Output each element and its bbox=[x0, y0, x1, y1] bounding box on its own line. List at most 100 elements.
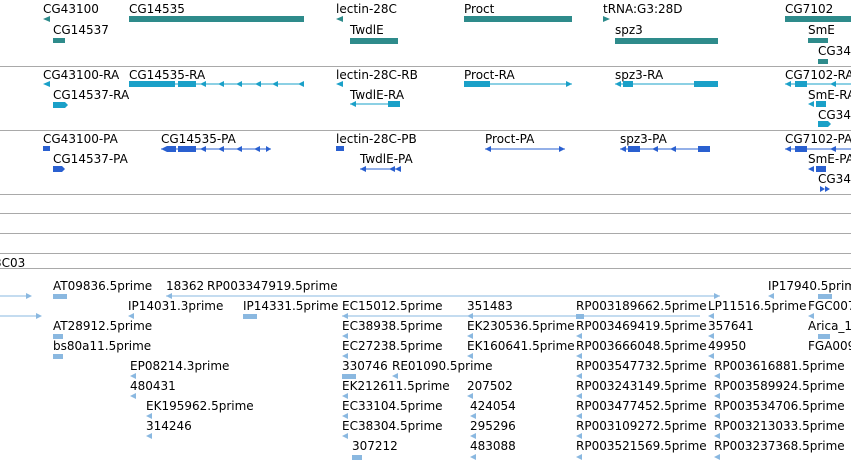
est-label[interactable]: RP003213033.5prime bbox=[714, 419, 845, 433]
est-glyph[interactable] bbox=[576, 454, 582, 460]
est-label[interactable]: 357641 bbox=[708, 319, 754, 333]
est-label[interactable]: EC15012.5prime bbox=[342, 299, 443, 313]
est-glyph[interactable] bbox=[26, 293, 32, 299]
est-glyph[interactable] bbox=[130, 393, 136, 399]
est-label[interactable]: 314246 bbox=[146, 419, 192, 433]
est-label[interactable]: RP003616881.5prime bbox=[714, 359, 845, 373]
est-glyph[interactable] bbox=[808, 313, 814, 319]
protein-label[interactable]: CG14537-PA bbox=[53, 152, 128, 166]
est-glyph[interactable] bbox=[576, 333, 582, 339]
est-label[interactable]: 49950 bbox=[708, 339, 747, 353]
est-glyph[interactable] bbox=[130, 373, 136, 379]
protein-label[interactable]: SmE-PA bbox=[808, 152, 851, 166]
transcript-exon[interactable] bbox=[816, 101, 826, 107]
est-glyph[interactable] bbox=[714, 413, 720, 419]
est-label[interactable]: 307212 bbox=[352, 439, 398, 453]
gene-label[interactable]: CG43100 bbox=[43, 2, 99, 16]
est-label[interactable]: RP003347919.5prime bbox=[207, 279, 338, 293]
protein-glyphs[interactable] bbox=[43, 146, 851, 192]
protein-exon[interactable] bbox=[254, 146, 260, 152]
est-label[interactable]: 351483 bbox=[467, 299, 513, 313]
transcript-exon[interactable] bbox=[464, 81, 490, 87]
transcript-label[interactable]: lectin-28C-RB bbox=[336, 68, 418, 82]
transcript-exon[interactable] bbox=[255, 81, 261, 87]
transcript-glyph[interactable] bbox=[43, 81, 50, 87]
est-glyph[interactable] bbox=[714, 393, 720, 399]
est-label[interactable]: RP003109272.5prime bbox=[576, 419, 707, 433]
est-label[interactable]: EK212611.5prime bbox=[342, 379, 450, 393]
est-glyph[interactable] bbox=[714, 293, 720, 299]
est-label[interactable]: RE01090.5prime bbox=[392, 359, 493, 373]
est-label[interactable]: EC38938.5prime bbox=[342, 319, 443, 333]
est-glyph[interactable] bbox=[714, 454, 720, 460]
protein-exon[interactable] bbox=[200, 146, 206, 152]
est-label[interactable]: 330746 bbox=[342, 359, 388, 373]
est-glyph[interactable] bbox=[470, 413, 476, 419]
protein-exon[interactable] bbox=[620, 146, 626, 152]
protein-glyph[interactable] bbox=[53, 166, 65, 172]
protein-glyph[interactable] bbox=[43, 146, 50, 151]
est-label[interactable]: AT28912.5prime bbox=[53, 319, 153, 333]
est-glyph[interactable] bbox=[342, 413, 348, 419]
est-glyph[interactable] bbox=[146, 413, 152, 419]
est-label[interactable]: 483088 bbox=[470, 439, 516, 453]
protein-label[interactable]: TwdlE-PA bbox=[360, 152, 413, 166]
gene-label[interactable]: CG7102 bbox=[785, 2, 834, 16]
gene-label[interactable]: spz3 bbox=[615, 23, 643, 37]
est-glyph[interactable] bbox=[243, 314, 257, 319]
est-glyph[interactable] bbox=[342, 313, 348, 319]
est-glyph[interactable] bbox=[818, 334, 830, 339]
protein-exon[interactable] bbox=[628, 146, 640, 152]
est-glyph[interactable] bbox=[470, 454, 476, 460]
transcript-exon[interactable] bbox=[350, 101, 356, 107]
est-glyph[interactable] bbox=[342, 433, 348, 439]
gene-label[interactable]: CG14535 bbox=[129, 2, 185, 16]
transcript-label[interactable]: CG14537-RA bbox=[53, 88, 130, 102]
protein-exon[interactable] bbox=[395, 166, 401, 172]
transcript-label[interactable]: CG7102-RA bbox=[785, 68, 851, 82]
est-label[interactable]: 295296 bbox=[470, 419, 516, 433]
est-label[interactable]: RP003547732.5prime bbox=[576, 359, 707, 373]
gene-label[interactable]: Proct bbox=[464, 2, 495, 16]
transcript-exon[interactable] bbox=[298, 81, 304, 87]
transcript-exon[interactable] bbox=[566, 81, 572, 87]
est-glyph[interactable] bbox=[467, 393, 473, 399]
transcript-label[interactable]: CG43100-RA bbox=[43, 68, 120, 82]
transcript-exon[interactable] bbox=[795, 81, 807, 87]
est-label[interactable]: RP003237368.5prime bbox=[714, 439, 845, 453]
est-glyph[interactable] bbox=[714, 373, 720, 379]
est-glyph[interactable] bbox=[352, 455, 362, 460]
protein-exon[interactable] bbox=[830, 146, 836, 152]
est-label[interactable]: Arica_1 bbox=[808, 319, 851, 333]
protein-exon[interactable] bbox=[218, 146, 224, 152]
est-label[interactable]: IP14031.3prime bbox=[128, 299, 224, 313]
est-label[interactable]: bs80a11.5prime bbox=[53, 339, 152, 353]
protein-glyph[interactable] bbox=[808, 166, 814, 172]
transcript-glyph[interactable] bbox=[818, 121, 831, 127]
est-glyph[interactable] bbox=[576, 393, 582, 399]
est-label[interactable]: RP003521569.5prime bbox=[576, 439, 707, 453]
est-label[interactable]: 424054 bbox=[470, 399, 516, 413]
est-glyph[interactable] bbox=[708, 333, 714, 339]
transcript-label[interactable]: CG14535-RA bbox=[129, 68, 206, 82]
est-glyph[interactable] bbox=[166, 293, 172, 299]
transcript-glyphs[interactable] bbox=[43, 81, 851, 127]
est-label[interactable]: EP08214.3prime bbox=[130, 359, 230, 373]
est-label[interactable]: RP003189662.5prime bbox=[576, 299, 707, 313]
est-label[interactable]: EC27238.5prime bbox=[342, 339, 443, 353]
est-glyph[interactable] bbox=[146, 433, 152, 439]
est-glyph[interactable] bbox=[53, 334, 63, 339]
est-glyph[interactable] bbox=[53, 294, 67, 299]
transcript-exon[interactable] bbox=[129, 81, 175, 87]
contig-label[interactable]: 3C03 bbox=[0, 256, 26, 270]
est-glyph[interactable] bbox=[342, 353, 348, 359]
est-label[interactable]: RP003243149.5prime bbox=[576, 379, 707, 393]
protein-exon[interactable] bbox=[178, 146, 196, 152]
est-glyph[interactable] bbox=[576, 353, 582, 359]
gene-label[interactable]: CG14537 bbox=[53, 23, 109, 37]
protein-label[interactable]: CG34 bbox=[818, 172, 851, 186]
est-glyph[interactable] bbox=[467, 353, 473, 359]
est-glyph[interactable] bbox=[53, 354, 63, 359]
est-glyphs[interactable] bbox=[0, 293, 832, 460]
transcript-label[interactable]: spz3-RA bbox=[615, 68, 664, 82]
